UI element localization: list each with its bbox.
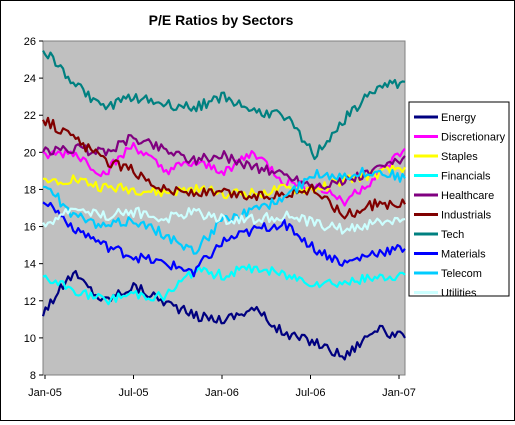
x-tick-label: Jan-06 — [205, 387, 239, 399]
y-tick-label: 18 — [24, 184, 36, 196]
series-line-utilities — [42, 206, 406, 235]
series-line-staples — [43, 164, 406, 200]
legend-label: Materials — [441, 249, 486, 261]
y-tick-label: 22 — [24, 110, 36, 122]
series-line-materials — [42, 201, 406, 278]
x-axis: Jan-05 Jul-05 Jan-06 Jul-06 Jan-07 — [28, 375, 416, 399]
y-tick-label: 14 — [24, 259, 36, 271]
legend: Energy Discretionary Staples Financials Heal… — [408, 101, 510, 300]
legend-label: Financials — [441, 171, 491, 183]
series-line-industrials — [42, 116, 406, 220]
legend-label: Tech — [441, 229, 464, 241]
plot-area — [42, 40, 406, 376]
y-tick-label: 16 — [24, 222, 36, 234]
legend-label: Utilities — [441, 288, 477, 300]
legend-label: Industrials — [441, 210, 492, 222]
legend-label: Staples — [441, 151, 478, 163]
y-tick-label: 12 — [24, 296, 36, 308]
series-line-healthcare — [42, 134, 406, 190]
chart-title: P/E Ratios by Sectors — [149, 12, 294, 28]
series-line-discretionary — [42, 141, 406, 207]
y-tick-label: 10 — [24, 333, 36, 345]
legend-label: Healthcare — [441, 190, 494, 202]
y-tick-label: 26 — [24, 36, 36, 48]
legend-label: Energy — [441, 112, 476, 124]
series-line-financials — [42, 263, 406, 306]
legend-label: Telecom — [441, 268, 482, 280]
series-lines — [41, 50, 406, 361]
x-tick-label: Jan-07 — [382, 387, 416, 399]
y-tick-label: 24 — [24, 73, 36, 85]
y-tick-label: 8 — [30, 370, 36, 382]
legend-box — [408, 101, 510, 297]
x-tick-label: Jul-05 — [119, 387, 149, 399]
legend-label: Discretionary — [441, 132, 506, 144]
x-tick-label: Jul-06 — [296, 387, 326, 399]
y-tick-label: 20 — [24, 147, 36, 159]
x-tick-label: Jan-05 — [28, 387, 62, 399]
series-line-tech — [42, 50, 406, 161]
y-axis: 8 10 12 14 16 18 20 22 24 26 — [24, 36, 43, 382]
